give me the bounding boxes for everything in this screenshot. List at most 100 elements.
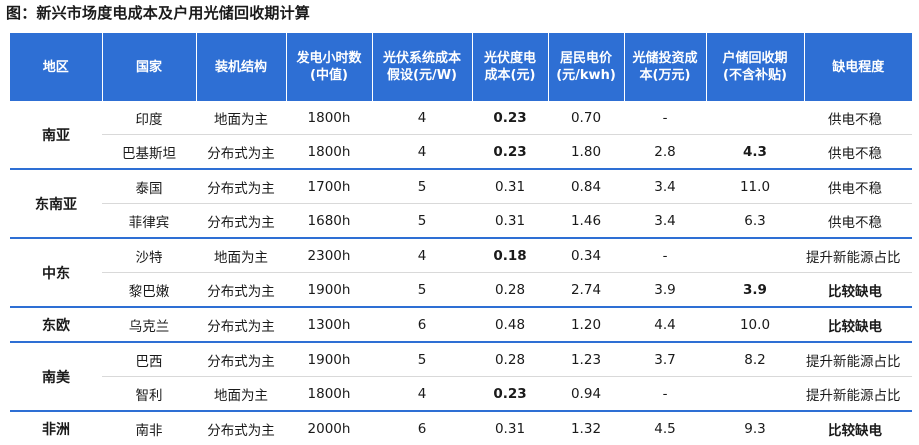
country-cell: 巴西 xyxy=(102,341,196,377)
system-cost-cell: 5 xyxy=(372,341,472,377)
system-cost-cell: 6 xyxy=(372,410,472,445)
price-cell: 0.94 xyxy=(548,376,624,411)
structure-cell: 分布式为主 xyxy=(196,203,286,238)
country-cell: 黎巴嫩 xyxy=(102,272,196,307)
lcoe-cell: 0.23 xyxy=(472,134,548,169)
table-row: 东欧 乌克兰 分布式为主 1300h 6 0.48 1.20 4.4 10.0 比较缺电 xyxy=(10,306,912,342)
payback-cell: 3.9 xyxy=(706,272,804,307)
structure-cell: 地面为主 xyxy=(214,111,268,128)
country-cell: 巴基斯坦 xyxy=(102,134,196,169)
shortage-cell: 比较缺电 xyxy=(804,410,912,445)
lcoe-cell: 0.23 xyxy=(472,376,548,411)
payback-cell: 11.0 xyxy=(706,168,804,204)
hours-cell: 1900h xyxy=(286,272,372,307)
price-cell: 2.74 xyxy=(548,272,624,307)
price-cell: 1.32 xyxy=(548,410,624,445)
page-title: 图：新兴市场度电成本及户用光储回收期计算 xyxy=(6,4,311,22)
header-lcoe: 光伏度电 成本(元) xyxy=(471,33,548,101)
investment-cell: - xyxy=(624,376,706,411)
lcoe-cell: 0.31 xyxy=(472,203,548,238)
system-cost-cell: 4 xyxy=(372,134,472,169)
country-cell: 泰国 xyxy=(102,168,196,204)
country-cell: 印度 xyxy=(135,111,163,128)
investment-cell: 3.9 xyxy=(624,272,706,307)
lcoe-cell: 0.48 xyxy=(472,306,548,342)
header-structure: 装机结构 xyxy=(195,33,286,101)
payback-cell xyxy=(706,237,804,273)
shortage-cell: 供电不稳 xyxy=(804,203,912,238)
lcoe-cell: 0.31 xyxy=(472,168,548,204)
header-country: 国家 xyxy=(101,33,196,101)
header-payback: 户储回收期 (不含补贴) xyxy=(705,33,804,101)
price-cell: 0.70 xyxy=(570,109,602,126)
hours-cell: 2300h xyxy=(286,237,372,273)
table-row: 智利 地面为主 1800h 4 0.23 0.94- 提升新能源占比 xyxy=(10,376,912,411)
table-body: 南亚 印度 地面为主 1800h 4 0.23 0.70- 供电不稳 巴基斯坦 分布式为主 1800… xyxy=(10,101,912,445)
investment-cell: - xyxy=(662,109,668,126)
shortage-cell: 比较缺电 xyxy=(804,272,912,307)
investment-cell: 3.4 xyxy=(624,203,706,238)
lcoe-cell: 0.23 xyxy=(493,109,527,126)
region-cell: 东欧 xyxy=(10,306,102,342)
country-cell: 菲律宾 xyxy=(102,203,196,238)
shortage-cell: 提升新能源占比 xyxy=(804,237,912,273)
shortage-cell: 供电不稳 xyxy=(804,168,912,204)
structure-cell: 分布式为主 xyxy=(196,168,286,204)
system-cost-cell: 5 xyxy=(372,272,472,307)
investment-cell: 3.4 xyxy=(624,168,706,204)
country-cell: 智利 xyxy=(102,376,196,411)
payback-cell: 8.2 xyxy=(706,341,804,377)
shortage-cell: 提升新能源占比 xyxy=(804,376,912,411)
header-region: 地区 xyxy=(10,33,102,101)
price-cell: 1.46 xyxy=(548,203,624,238)
structure-cell: 地面为主 xyxy=(196,237,286,273)
header-invest: 光储投资成 本(万元) xyxy=(623,33,706,101)
table-row: 黎巴嫩 分布式为主 1900h 5 0.28 2.74 3.9 3.9 比较缺电 xyxy=(10,272,912,307)
investment-cell: 4.5 xyxy=(624,410,706,445)
investment-cell: 3.7 xyxy=(624,341,706,377)
lcoe-cell: 0.28 xyxy=(472,272,548,307)
investment-cell: - xyxy=(624,237,706,273)
system-cost-cell: 4 xyxy=(372,376,472,411)
table-row: 非洲 南非 分布式为主 2000h 6 0.31 1.32 4.5 9.3 比较缺电 xyxy=(10,410,912,445)
shortage-cell: 供电不稳 xyxy=(804,134,912,169)
shortage-cell: 比较缺电 xyxy=(804,306,912,342)
region-cell: 南美 xyxy=(10,341,102,411)
lcoe-payback-table: 地区 国家 装机结构 发电小时数 (中值) 光伏系统成本 假设(元/W) 光伏度电 成本(元) 居… xyxy=(10,33,912,445)
header-sys-cost: 光伏系统成本 假设(元/W) xyxy=(371,33,472,101)
payback-cell: 4.3 xyxy=(706,134,804,169)
structure-cell: 分布式为主 xyxy=(196,272,286,307)
region-cell: 中东 xyxy=(10,237,102,307)
region-cell: 南亚 xyxy=(42,127,70,144)
investment-cell: 4.4 xyxy=(624,306,706,342)
lcoe-cell: 0.31 xyxy=(472,410,548,445)
hours-cell: 1900h xyxy=(286,341,372,377)
header-shortage: 缺电程度 xyxy=(803,33,912,101)
payback-cell: 6.3 xyxy=(706,203,804,238)
system-cost-cell: 4 xyxy=(372,237,472,273)
investment-cell: 2.8 xyxy=(624,134,706,169)
price-cell: 1.20 xyxy=(548,306,624,342)
structure-cell: 分布式为主 xyxy=(196,341,286,377)
system-cost-cell: 6 xyxy=(372,306,472,342)
country-cell: 沙特 xyxy=(102,237,196,273)
hours-cell: 1800h xyxy=(286,134,372,169)
table-row: 菲律宾 分布式为主 1680h 5 0.31 1.46 3.4 6.3 供电不稳 xyxy=(10,203,912,238)
table-row: 中东 沙特 地面为主 2300h 4 0.18 0.34- 提升新能源占比 xyxy=(10,237,912,307)
payback-cell: 9.3 xyxy=(706,410,804,445)
system-cost-cell: 5 xyxy=(372,203,472,238)
structure-cell: 分布式为主 xyxy=(196,134,286,169)
price-cell: 0.84 xyxy=(548,168,624,204)
table-row: 巴基斯坦 分布式为主 1800h 4 0.23 1.80 2.8 4.3 供电不稳 xyxy=(10,134,912,169)
hours-cell: 2000h xyxy=(286,410,372,445)
lcoe-cell: 0.18 xyxy=(472,237,548,273)
system-cost-cell: 5 xyxy=(372,168,472,204)
payback-cell xyxy=(706,376,804,411)
shortage-cell: 供电不稳 xyxy=(828,111,882,128)
table-row: 南美 巴西 分布式为主 1900h 5 0.28 1.23 3.7 8.2 提升新能源占比 xyxy=(10,341,912,411)
table-row: 东南亚 泰国 分布式为主 1700h 5 0.31 0.84 3.4 11.0 供电不稳 xyxy=(10,168,912,238)
price-cell: 1.80 xyxy=(548,134,624,169)
payback-cell: 10.0 xyxy=(706,306,804,342)
country-cell: 乌克兰 xyxy=(102,306,196,342)
region-cell: 非洲 xyxy=(10,410,102,445)
